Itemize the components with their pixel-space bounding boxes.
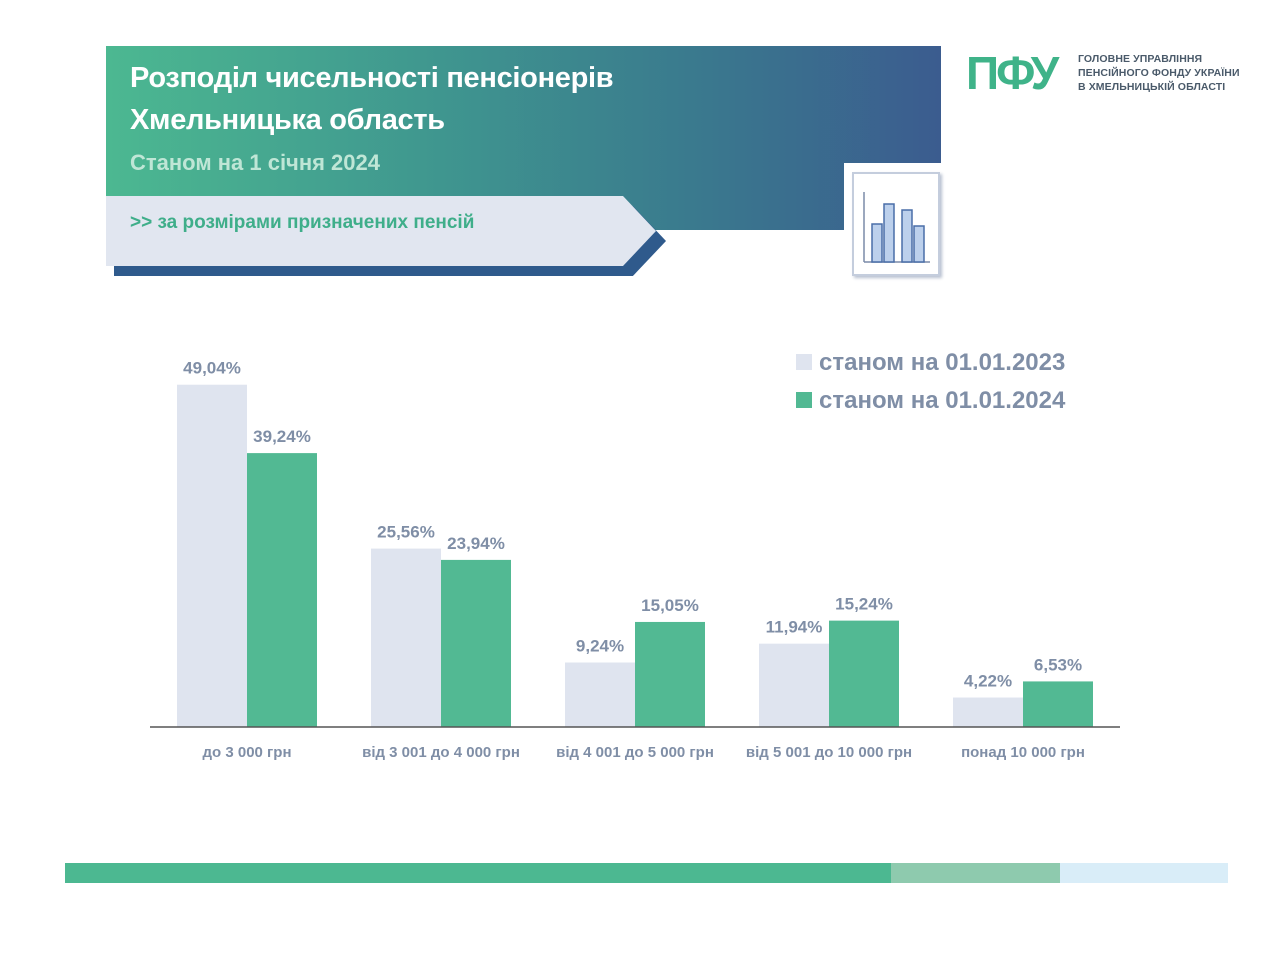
footer-bar-green <box>65 863 891 883</box>
bar-2023 <box>565 662 635 727</box>
footer-bar-light-blue <box>1060 863 1228 883</box>
pfu-logo: ПФУ <box>966 47 1059 99</box>
legend-swatch-2023 <box>796 354 812 370</box>
footer-bar-light-green <box>891 863 1060 883</box>
logo-caption-line1: ГОЛОВНЕ УПРАВЛІННЯ <box>1078 53 1203 65</box>
data-label: 6,53% <box>1034 655 1082 674</box>
bar-chart-icon <box>852 172 940 276</box>
banner-arrow <box>106 196 656 266</box>
bar-2023 <box>371 548 441 727</box>
bar-2023 <box>953 697 1023 727</box>
page-title-line2: Хмельницька область <box>130 104 445 136</box>
data-label: 49,04% <box>183 359 241 378</box>
data-label: 15,05% <box>641 596 699 615</box>
bar-2024 <box>1023 681 1093 727</box>
category-label: до 3 000 грн <box>202 744 291 761</box>
bar-2024 <box>829 620 899 727</box>
pfu-logo-caption: ГОЛОВНЕ УПРАВЛІННЯ ПЕНСІЙНОГО ФОНДУ УКРА… <box>1078 52 1268 94</box>
data-label: 39,24% <box>253 427 311 446</box>
logo-caption-line2: ПЕНСІЙНОГО ФОНДУ УКРАЇНИ <box>1078 67 1240 79</box>
bar-2024 <box>635 621 705 727</box>
page-title-line1: Розподіл чисельності пенсіонерів <box>130 62 614 94</box>
data-label: 9,24% <box>576 637 624 656</box>
data-label: 25,56% <box>377 523 435 542</box>
legend-swatch-2024 <box>796 392 812 408</box>
category-label: від 3 001 до 4 000 грн <box>362 744 520 761</box>
bar-2023 <box>759 643 829 727</box>
bar-2023 <box>177 384 247 727</box>
data-label: 11,94% <box>766 618 823 637</box>
legend-label-2023: станом на 01.01.2023 <box>819 349 1065 376</box>
legend-label-2024: станом на 01.01.2024 <box>819 387 1066 414</box>
category-label: від 5 001 до 10 000 грн <box>746 744 912 761</box>
bar-2024 <box>441 559 511 727</box>
banner-text: >> за розмірами призначених пенсій <box>130 212 475 233</box>
bar-2024 <box>247 453 317 727</box>
category-label: понад 10 000 грн <box>961 744 1085 761</box>
page-subtitle: Станом на 1 січня 2024 <box>130 150 381 175</box>
data-label: 23,94% <box>447 534 505 553</box>
category-label: від 4 001 до 5 000 грн <box>556 744 714 761</box>
logo-caption-line3: В ХМЕЛЬНИЦЬКІЙ ОБЛАСТІ <box>1078 81 1226 93</box>
data-label: 15,24% <box>835 595 893 614</box>
bar-chart-icon-graphic <box>863 192 930 263</box>
data-label: 4,22% <box>964 672 1012 691</box>
